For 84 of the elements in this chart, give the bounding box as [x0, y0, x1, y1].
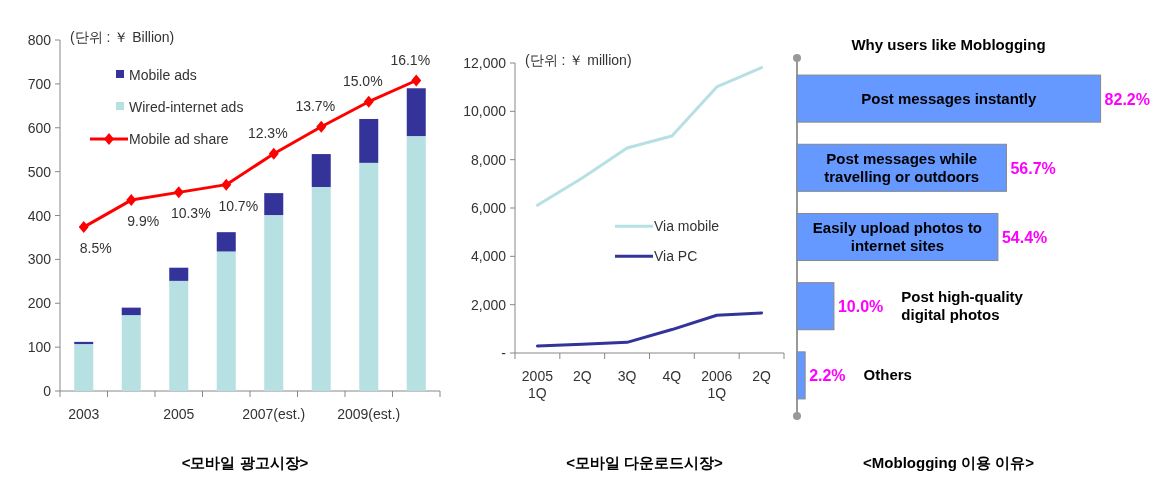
- point: [126, 194, 137, 207]
- legend-label: Mobile ads: [129, 67, 197, 83]
- y-tick-label: 700: [27, 75, 52, 92]
- y-tick-label: 0: [43, 383, 52, 399]
- data-label: 2.2%: [809, 367, 846, 385]
- legend-label: Via PC: [654, 248, 698, 265]
- data-label: 12.3%: [247, 124, 288, 141]
- bar: [359, 118, 379, 163]
- bar: [311, 154, 331, 187]
- y-tick-label: 10,000: [463, 103, 507, 120]
- x-tick-label: 2Q: [572, 368, 592, 384]
- data-label: 16.1%: [390, 51, 431, 68]
- y-tick-label: 100: [27, 339, 52, 356]
- bar: [74, 341, 94, 345]
- y-tick-label: 12,000: [463, 55, 507, 71]
- data-label: 56.7%: [1010, 159, 1056, 177]
- line-series: [535, 311, 764, 348]
- text: <Moblogging 이용 이유>: [863, 454, 1035, 471]
- y-tick-label: 600: [27, 119, 52, 136]
- x-tick-label: 2005: [163, 406, 195, 422]
- bar: [311, 186, 331, 391]
- annotation: (단위 : ￥ million): [525, 52, 632, 68]
- x-tick-label: 2003: [68, 406, 100, 422]
- x-tick-label: 2Q: [752, 368, 772, 384]
- bar: [169, 280, 189, 391]
- y-tick-label: 6,000: [470, 200, 507, 216]
- y-tick-label: 400: [27, 207, 52, 224]
- data-label: 15.0%: [342, 72, 383, 89]
- y-tick-label: 300: [27, 251, 52, 268]
- chart-title: Why users like Moblogging: [851, 36, 1046, 53]
- line-series: [535, 66, 764, 207]
- bar: [264, 215, 284, 391]
- y-tick-label: 4,000: [470, 248, 507, 265]
- point: [363, 95, 374, 108]
- data-label: 10.7%: [218, 197, 259, 214]
- x-tick-label: 2005 1Q: [521, 368, 554, 401]
- text: <모바일 다운로드시장>: [566, 454, 724, 471]
- data-label: 13.7%: [295, 97, 336, 114]
- bar: [121, 315, 141, 391]
- bar: [121, 307, 141, 316]
- y-tick-label: 500: [27, 163, 52, 180]
- bar: [406, 88, 426, 137]
- y-tick-label: 8,000: [470, 151, 507, 168]
- data-label: 82.2%: [1104, 90, 1150, 108]
- bar: [796, 282, 835, 331]
- bar: [216, 232, 236, 252]
- bar: [169, 267, 189, 281]
- point: [316, 120, 327, 133]
- x-tick-label: 3Q: [617, 368, 637, 384]
- legend-label: Mobile ad share: [129, 131, 229, 147]
- annotation: (단위 : ￥ Billion): [70, 29, 175, 45]
- y-tick-label: Post high-quality digital photos: [901, 288, 1024, 324]
- x-tick-label: 4Q: [662, 368, 682, 384]
- bar: [74, 344, 94, 391]
- bar: [216, 251, 236, 391]
- data-label: 10.0%: [837, 298, 884, 316]
- y-tick-label: Easily upload photos to internet sites: [812, 219, 983, 254]
- data-label: 10.3%: [170, 205, 211, 222]
- legend-label: Via mobile: [654, 218, 720, 235]
- y-tick-label: -: [501, 345, 507, 361]
- x-tick-label: 2006 1Q: [701, 368, 733, 401]
- bar: [796, 74, 1102, 123]
- legend-label: Wired-internet ads: [129, 99, 244, 115]
- point: [173, 186, 184, 199]
- point: [268, 147, 279, 160]
- point: [78, 221, 89, 234]
- x-tick-label: 2007(est.): [242, 406, 306, 422]
- data-label: 9.9%: [127, 213, 160, 230]
- y-tick-label: 2,000: [470, 296, 507, 313]
- point: [221, 178, 232, 191]
- y-tick-label: Post messages instantly: [861, 89, 1037, 107]
- y-tick-label: 200: [27, 295, 52, 312]
- text: <모바일 광고시장>: [181, 454, 309, 471]
- y-tick-label: Post messages while travelling or outdoors: [824, 149, 980, 185]
- bar: [796, 351, 806, 400]
- y-tick-label: 800: [27, 32, 52, 48]
- y-tick-label: Others: [863, 366, 912, 384]
- bar: [264, 193, 284, 216]
- data-label: 8.5%: [79, 240, 112, 257]
- data-label: 54.4%: [1001, 229, 1048, 246]
- bar: [359, 162, 379, 391]
- point: [411, 74, 422, 87]
- x-tick-label: 2009(est.): [337, 406, 401, 422]
- bar: [406, 136, 426, 391]
